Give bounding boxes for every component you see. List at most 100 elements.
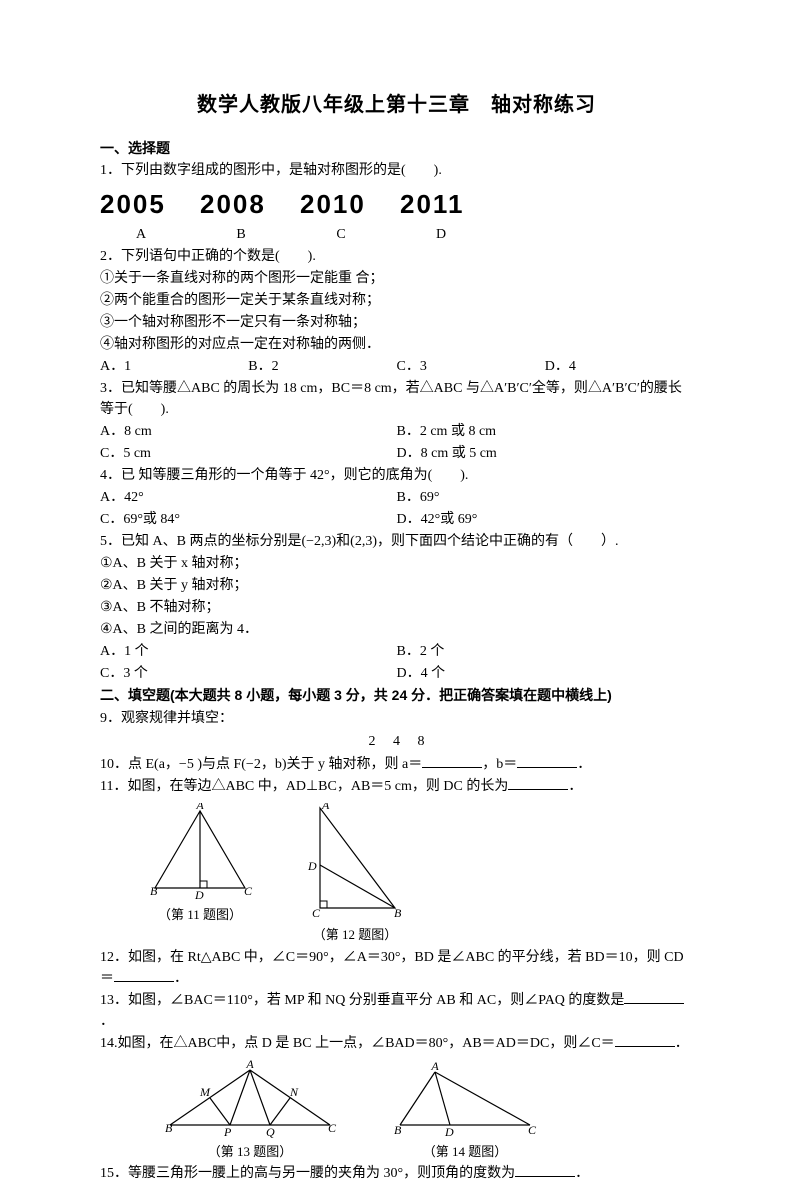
- q5-opt-b: B．2 个: [397, 641, 694, 662]
- q14-text-b: ．: [675, 1036, 689, 1051]
- section-1-heading: 一、选择题: [100, 138, 693, 159]
- figure-14: A B D C （第 14 题图）: [390, 1060, 540, 1162]
- q9-sequence: 2 4 8: [100, 731, 693, 752]
- svg-text:D: D: [444, 1125, 454, 1139]
- q1-text: 1．下列由数字组成的图形中，是轴对称图形的是( ).: [100, 160, 693, 181]
- q4-opt-b: B．69°: [397, 487, 694, 508]
- q3-text: 3．已知等腰△ABC 的周长为 18 cm，BC＝8 cm，若△ABC 与△A′…: [100, 378, 693, 420]
- q2-opt-c: C．3: [397, 356, 545, 377]
- svg-text:D: D: [307, 859, 317, 873]
- svg-text:A: A: [321, 803, 330, 812]
- q13-blank: [624, 990, 684, 1004]
- digit-2011: 2011: [400, 185, 482, 224]
- svg-text:B: B: [165, 1121, 173, 1135]
- q11-text-a: 11．如图，在等边△ABC 中，AD⊥BC，AB＝5 cm，则 DC 的长为: [100, 779, 508, 794]
- section-2-heading: 二、填空题(本大题共 8 小题，每小题 3 分，共 24 分．把正确答案填在题中…: [100, 685, 693, 707]
- q2-stmt-2: ②两个能重合的图形一定关于某条直线对称；: [100, 290, 693, 311]
- digit-2010: 2010: [300, 185, 382, 224]
- q11-blank: [508, 776, 568, 790]
- svg-text:C: C: [328, 1121, 337, 1135]
- q2-text: 2．下列语句中正确的个数是( ).: [100, 246, 693, 267]
- q15-line: 15．等腰三角形一腰上的高与另一腰的夹角为 30°，则顶角的度数为 ．: [100, 1163, 693, 1184]
- figure-12: A D C B （第 12 题图）: [300, 803, 410, 945]
- figure-12-svg: A D C B: [300, 803, 410, 923]
- q2-stmt-4: ④轴对称图形的对应点一定在对称轴的两侧．: [100, 334, 693, 355]
- q5-text: 5．已知 A、B 两点的坐标分别是(−2,3)和(2,3)，则下面四个结论中正确…: [100, 531, 693, 552]
- digit-2005: 2005: [100, 185, 182, 224]
- q5-options-row1: A．1 个 B．2 个: [100, 641, 693, 662]
- q10-text-c: ．: [577, 757, 591, 772]
- figure-11: A B C D （第 11 题图）: [140, 803, 260, 945]
- q3-opt-a: A．8 cm: [100, 421, 397, 442]
- figure-11-caption: （第 11 题图）: [140, 905, 260, 925]
- q3-options-row1: A．8 cm B．2 cm 或 8 cm: [100, 421, 693, 442]
- q5-options-row2: C．3 个 D．4 个: [100, 663, 693, 684]
- q4-options-row1: A．42° B．69°: [100, 487, 693, 508]
- opt-a-label: A: [100, 224, 182, 245]
- svg-text:A: A: [245, 1060, 254, 1071]
- q13-text-a: 13．如图，∠BAC＝110°，若 MP 和 NQ 分别垂直平分 AB 和 AC…: [100, 993, 624, 1008]
- q9-text: 9．观察规律并填空：: [100, 708, 693, 729]
- svg-text:M: M: [199, 1085, 211, 1099]
- q13-text-b: ．: [100, 1014, 114, 1029]
- figure-12-caption: （第 12 题图）: [300, 925, 410, 945]
- q4-opt-d: D．42°或 69°: [397, 509, 694, 530]
- q4-opt-a: A．42°: [100, 487, 397, 508]
- q5-stmt-4: ④A、B 之间的距离为 4．: [100, 619, 693, 640]
- q15-text-b: ．: [575, 1166, 589, 1181]
- figure-11-svg: A B C D: [140, 803, 260, 903]
- q5-opt-d: D．4 个: [397, 663, 694, 684]
- q14-line: 14.如图，在△ABC中，点 D 是 BC 上一点，∠BAD＝80°，AB＝AD…: [100, 1033, 693, 1054]
- page-title: 数学人教版八年级上第十三章 轴对称练习: [100, 90, 693, 120]
- svg-text:A: A: [430, 1060, 439, 1073]
- q3-options-row2: C．5 cm D．8 cm 或 5 cm: [100, 443, 693, 464]
- q13-line: 13．如图，∠BAC＝110°，若 MP 和 NQ 分别垂直平分 AB 和 AC…: [100, 990, 693, 1032]
- q15-text-a: 15．等腰三角形一腰上的高与另一腰的夹角为 30°，则顶角的度数为: [100, 1166, 515, 1181]
- svg-text:N: N: [289, 1085, 299, 1099]
- q12-blank: [114, 968, 174, 982]
- q5-opt-a: A．1 个: [100, 641, 397, 662]
- svg-text:A: A: [195, 803, 204, 812]
- q3-opt-c: C．5 cm: [100, 443, 397, 464]
- q3-opt-d: D．8 cm 或 5 cm: [397, 443, 694, 464]
- section-2-bold: 二、填空题(本大题共 8 小题，每小题 3 分，共 24 分．把正确答案填在题中…: [100, 687, 612, 703]
- q1-option-labels: A B C D: [100, 224, 693, 245]
- figure-14-svg: A B D C: [390, 1060, 540, 1140]
- opt-b-label: B: [200, 224, 282, 245]
- figure-13: A B C M N P Q （第 13 题图）: [160, 1060, 340, 1162]
- svg-text:P: P: [223, 1125, 232, 1139]
- svg-text:B: B: [394, 906, 402, 920]
- q5-stmt-1: ①A、B 关于 x 轴对称；: [100, 553, 693, 574]
- q4-opt-c: C．69°或 84°: [100, 509, 397, 530]
- figure-13-caption: （第 13 题图）: [160, 1142, 340, 1162]
- q2-stmt-3: ③一个轴对称图形不一定只有一条对称轴；: [100, 312, 693, 333]
- q5-stmt-2: ②A、B 关于 y 轴对称；: [100, 575, 693, 596]
- svg-text:D: D: [194, 888, 204, 902]
- q10-text-b: ，b＝: [482, 757, 517, 772]
- q14-text-a: 14.如图，在△ABC中，点 D 是 BC 上一点，∠BAD＝80°，AB＝AD…: [100, 1036, 615, 1051]
- q10-text-a: 10．点 E(a，−5 )与点 F(−2，b)关于 y 轴对称，则 a＝: [100, 757, 422, 772]
- svg-text:B: B: [150, 884, 158, 898]
- svg-text:C: C: [528, 1123, 537, 1137]
- figure-14-caption: （第 14 题图）: [390, 1142, 540, 1162]
- q10-line: 10．点 E(a，−5 )与点 F(−2，b)关于 y 轴对称，则 a＝ ，b＝ ．: [100, 754, 693, 775]
- q14-blank: [615, 1033, 675, 1047]
- svg-text:Q: Q: [266, 1125, 275, 1139]
- q11-line: 11．如图，在等边△ABC 中，AD⊥BC，AB＝5 cm，则 DC 的长为 ．: [100, 776, 693, 797]
- q3-opt-b: B．2 cm 或 8 cm: [397, 421, 694, 442]
- q1-digit-images: 2005 2008 2010 2011: [100, 185, 693, 224]
- q12-line: 12．如图，在 Rt△ABC 中，∠C＝90°，∠A＝30°，BD 是∠ABC …: [100, 947, 693, 989]
- q5-opt-c: C．3 个: [100, 663, 397, 684]
- q2-stmt-1: ①关于一条直线对称的两个图形一定能重 合；: [100, 268, 693, 289]
- q15-blank: [515, 1163, 575, 1177]
- svg-text:C: C: [244, 884, 253, 898]
- svg-text:B: B: [394, 1123, 402, 1137]
- q4-options-row2: C．69°或 84° D．42°或 69°: [100, 509, 693, 530]
- q10-blank-b: [517, 754, 577, 768]
- figure-row-2: A B C M N P Q （第 13 题图） A B D C （第 14 题图…: [160, 1060, 693, 1162]
- figure-13-svg: A B C M N P Q: [160, 1060, 340, 1140]
- q2-opt-a: A．1: [100, 356, 248, 377]
- q11-text-b: ．: [568, 779, 582, 794]
- q12-text-b: ．: [174, 971, 188, 986]
- digit-2008: 2008: [200, 185, 282, 224]
